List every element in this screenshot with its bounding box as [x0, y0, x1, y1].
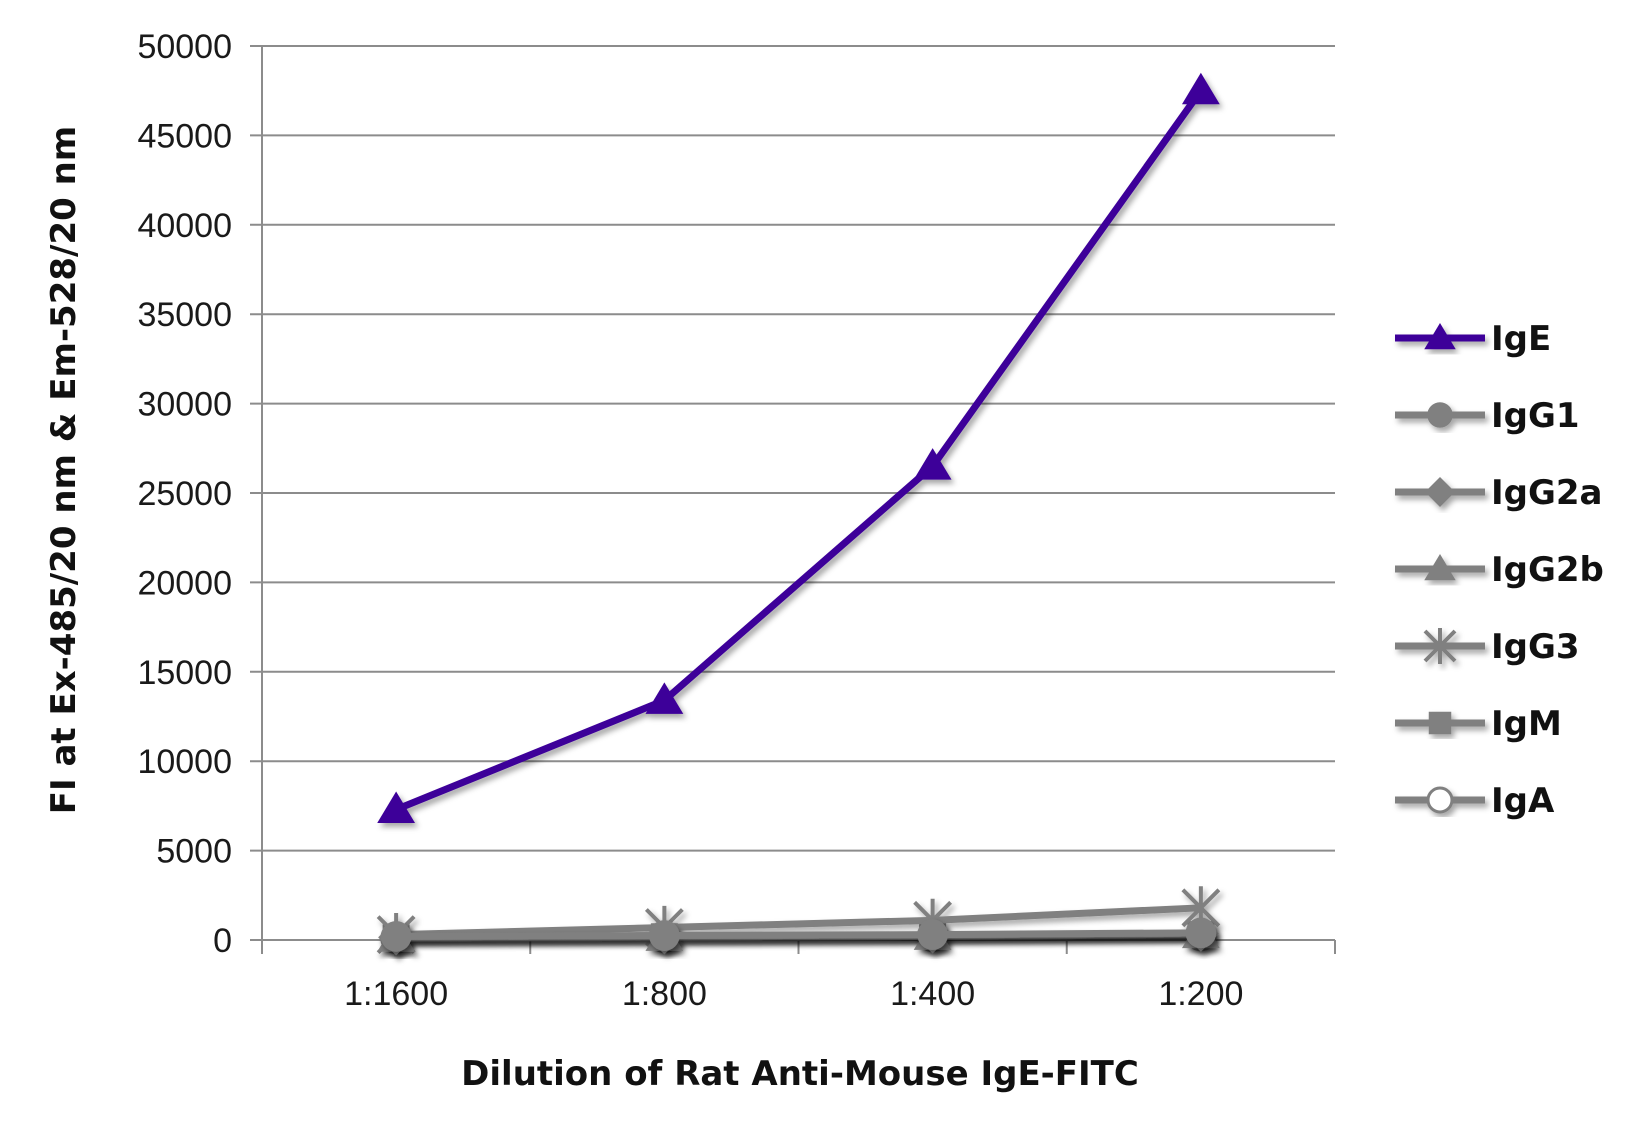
y-tick-label: 45000 [137, 117, 232, 155]
series-igg1 [380, 917, 1217, 952]
x-axis-ticks: 1:1600 1:800 1:400 1:200 [344, 975, 1243, 1013]
series-group [376, 72, 1221, 957]
data-point [380, 921, 412, 952]
series-ige [377, 72, 1220, 823]
data-point [913, 448, 952, 480]
x-tick-label: 1:1600 [344, 975, 448, 1013]
legend-label: IgM [1491, 704, 1562, 744]
legend-item [1395, 323, 1485, 350]
legend-marker [1423, 628, 1457, 664]
data-point [645, 682, 684, 714]
data-point [649, 920, 680, 951]
y-tick-label: 40000 [137, 207, 232, 245]
y-tick-label: 35000 [137, 296, 232, 334]
legend-marker [1424, 323, 1456, 350]
y-tick-label: 30000 [137, 386, 232, 424]
legend-marker [1426, 786, 1454, 814]
y-tick-label: 50000 [137, 28, 232, 66]
series-line [394, 88, 1204, 813]
legend-marker [1425, 477, 1455, 507]
y-axis-ticks: 0 5000 10000 15000 20000 25000 30000 35000 40000… [137, 28, 232, 960]
legend-marker [1424, 554, 1456, 581]
y-tick-label: 15000 [137, 654, 232, 692]
y-tick-label: 5000 [156, 833, 232, 871]
x-tick-label: 1:200 [1158, 975, 1243, 1013]
legend: IgE IgG1 IgG2a IgG2b IgG3 IgM IgA [1395, 319, 1604, 821]
legend-marker [1427, 402, 1453, 428]
legend-marker [1428, 711, 1452, 735]
series-line [396, 929, 1201, 940]
legend-item [1395, 554, 1485, 581]
legend-label: IgG1 [1491, 396, 1580, 436]
x-tick-label: 1:400 [890, 975, 975, 1013]
data-point [1181, 72, 1220, 105]
x-tick-label: 1:800 [622, 975, 707, 1013]
data-point [377, 791, 416, 823]
y-tick-label: 20000 [137, 564, 232, 602]
legend-item [1395, 711, 1485, 735]
axes [261, 46, 1336, 954]
y-axis-title: FI at Ex-485/20 nm & Em-528/20 nm [44, 126, 84, 814]
series-line [396, 904, 1202, 939]
x-axis-title: Dilution of Rat Anti-Mouse IgE-FITC [461, 1054, 1139, 1094]
legend-item [1395, 477, 1485, 507]
data-point [917, 919, 948, 950]
legend-label: IgG2b [1491, 550, 1604, 590]
gridlines [250, 45, 1335, 941]
legend-label: IgA [1491, 781, 1555, 821]
legend-item [1395, 786, 1485, 814]
legend-item [1395, 628, 1485, 664]
y-tick-label: 0 [213, 922, 232, 960]
legend-label: IgE [1491, 319, 1551, 359]
legend-item [1395, 402, 1485, 428]
legend-label: IgG3 [1491, 627, 1580, 667]
y-tick-label: 10000 [137, 743, 232, 781]
y-tick-label: 25000 [137, 475, 232, 513]
data-point [1185, 917, 1217, 949]
legend-label: IgG2a [1491, 473, 1603, 513]
